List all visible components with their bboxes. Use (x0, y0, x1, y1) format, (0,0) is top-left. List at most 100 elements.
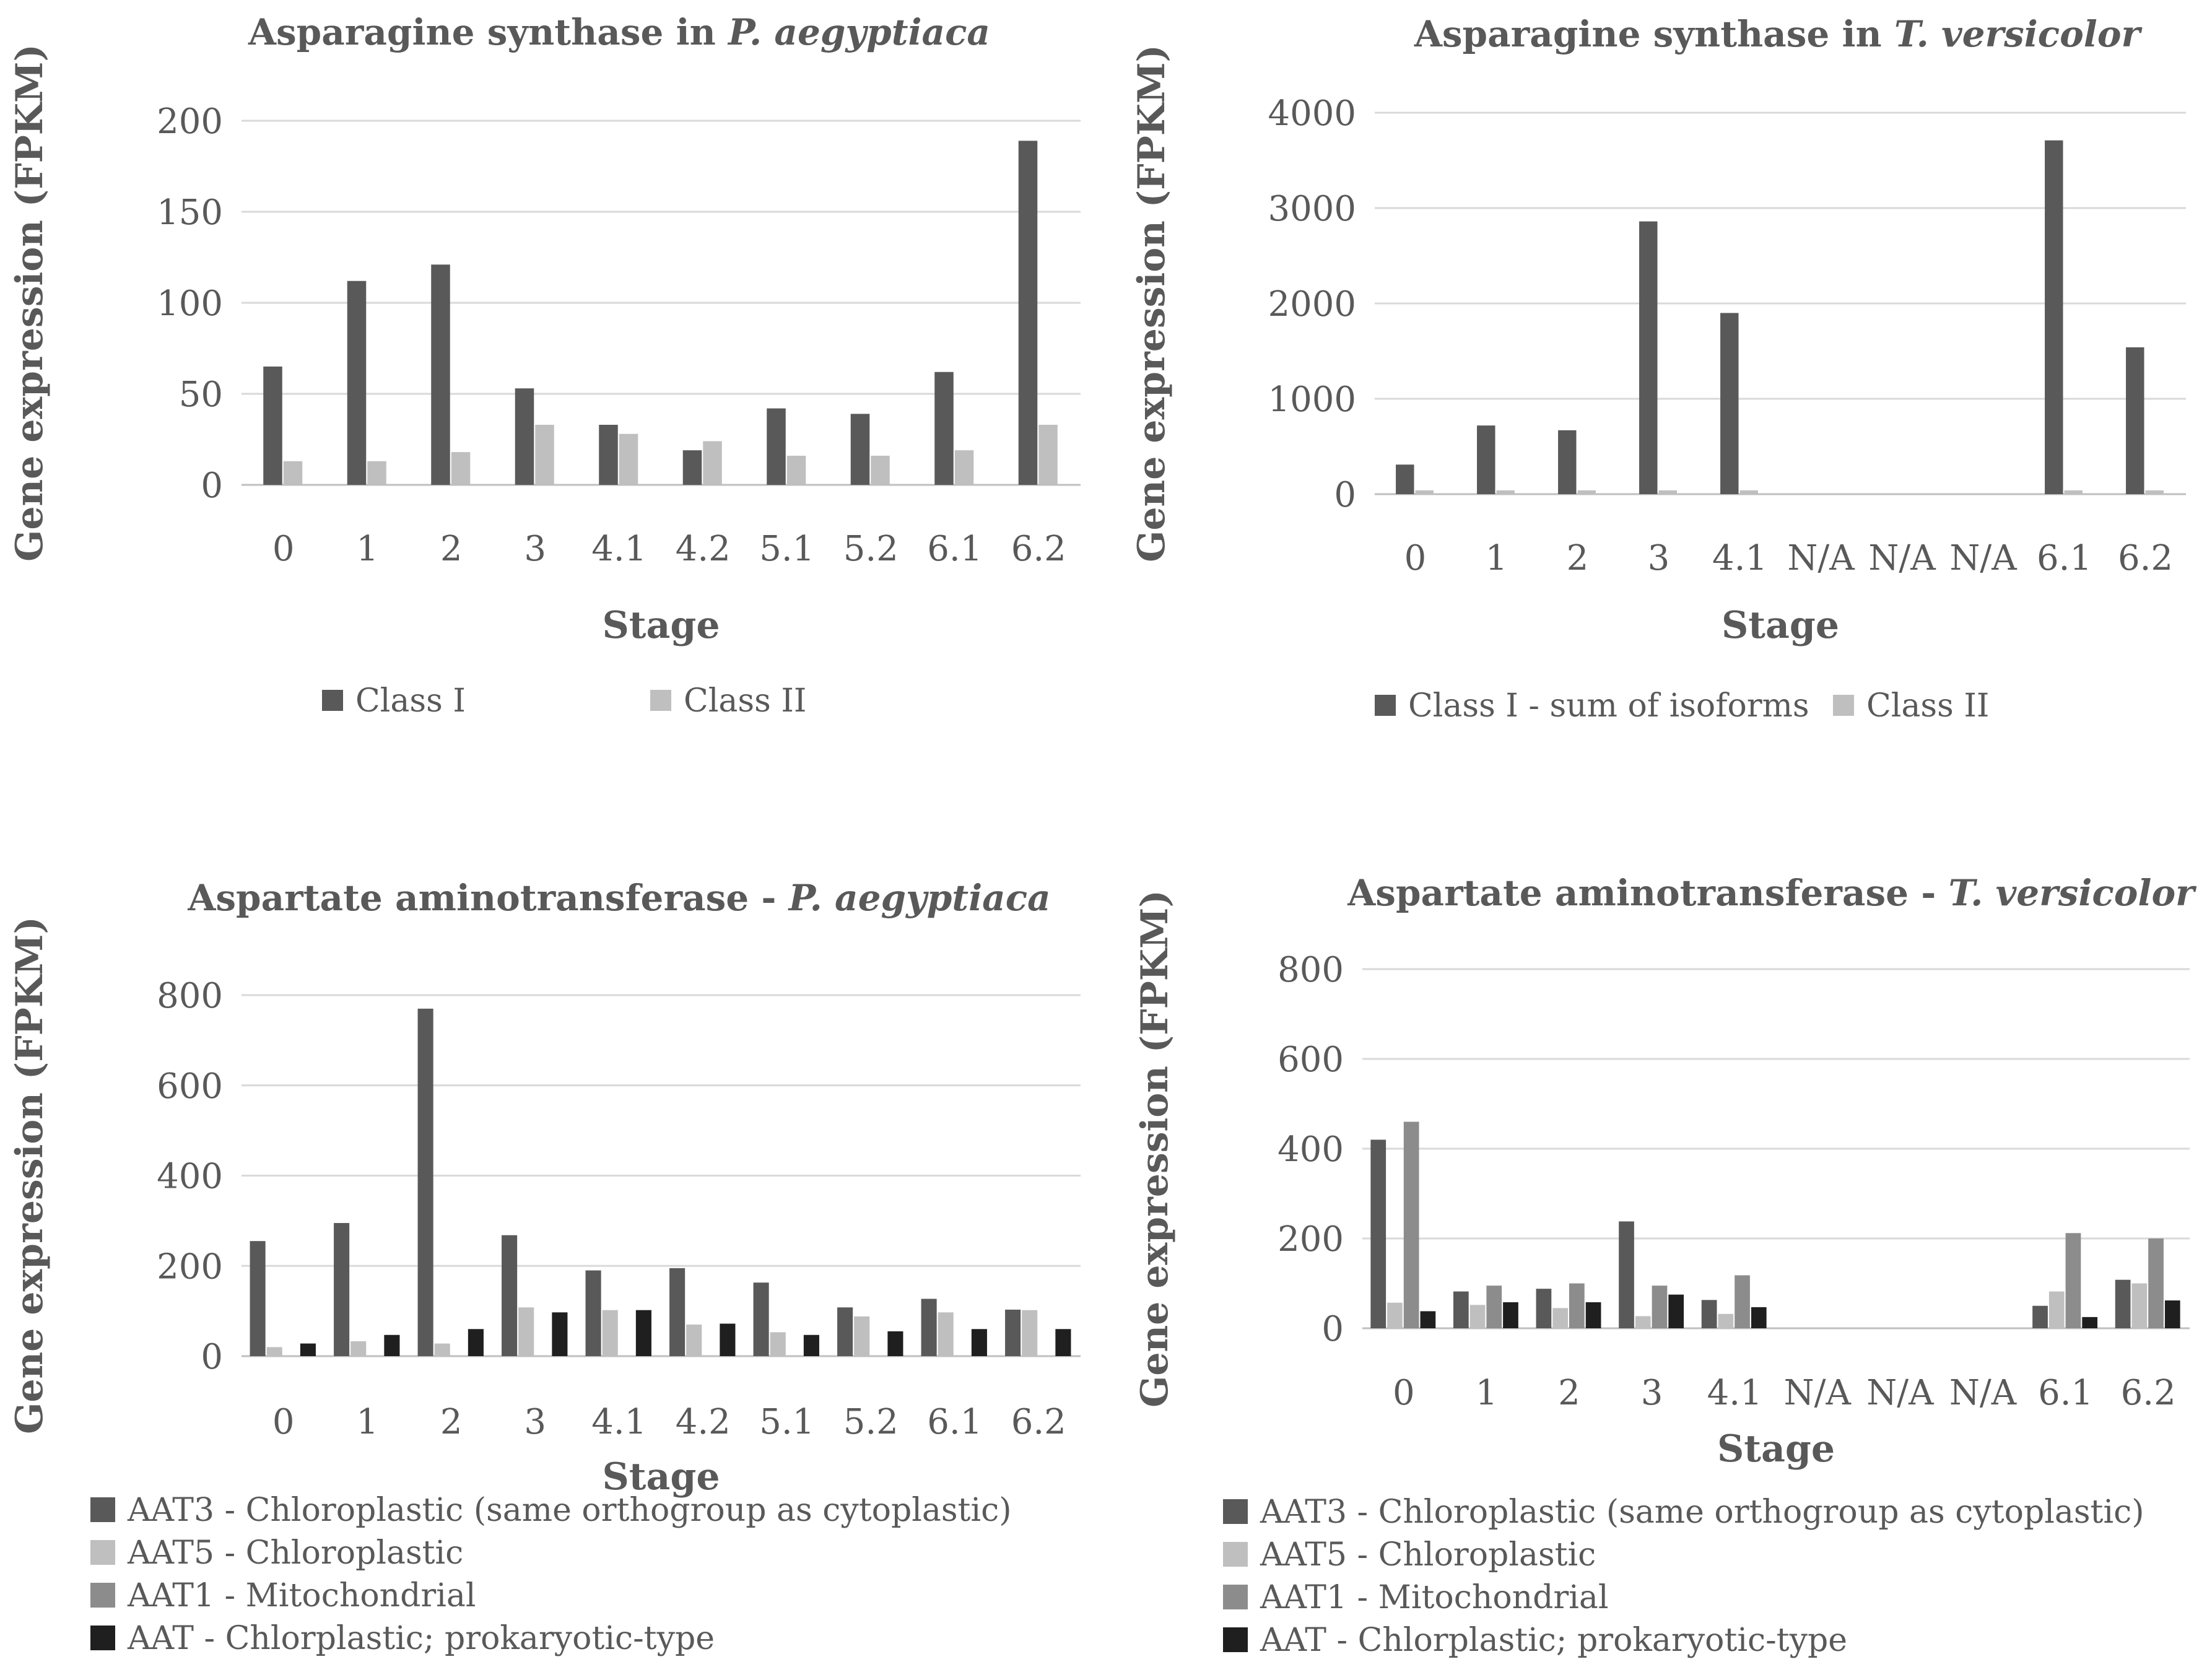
y-tick-label: 100 (157, 284, 223, 324)
x-tick-label: 5.1 (759, 529, 814, 569)
x-tick-label: 3 (524, 1402, 546, 1442)
legend-swatch (1223, 1499, 1248, 1524)
y-tick-label: 4000 (1268, 94, 1356, 134)
bar-aat-4-1 (635, 1310, 651, 1356)
bar-aat5-5-2 (854, 1316, 870, 1356)
bar-class-2 (431, 264, 450, 485)
y-tick-label: 1000 (1268, 380, 1356, 420)
x-tick-label: 4.1 (591, 1402, 646, 1442)
x-tick-label: 6.2 (1011, 1402, 1066, 1442)
x-axis-label: Stage (602, 1455, 720, 1499)
legend-swatch (1223, 1585, 1248, 1609)
bar-aat3-5-1 (753, 1282, 769, 1356)
bar-aat5-6-1 (2048, 1291, 2065, 1328)
y-tick-label: 3000 (1268, 189, 1356, 229)
x-tick-label: 2 (440, 529, 463, 569)
y-tick-label: 0 (1334, 475, 1356, 515)
y-axis-label: Gene expression (FPKM) (8, 44, 51, 562)
bar-class-6-2 (2145, 490, 2164, 494)
bar-aat1-6-2 (2148, 1238, 2164, 1328)
bar-aat1-6-1 (2065, 1233, 2081, 1328)
bar-aat3-2 (417, 1008, 433, 1356)
x-tick-label: 0 (272, 529, 295, 569)
bar-aat5-3 (518, 1307, 534, 1356)
chart-title-text: Asparagine synthase in (248, 11, 728, 53)
bar-aat-5-2 (887, 1331, 903, 1356)
bar-aat5-1 (350, 1341, 367, 1356)
bar-aat1-4-1 (1735, 1275, 1750, 1328)
bar-aat5-3 (1635, 1316, 1651, 1328)
bar-aat5-6-1 (938, 1312, 954, 1356)
bar-class-1 (347, 281, 367, 485)
bar-aat-4-2 (720, 1323, 736, 1356)
x-tick-label: 1 (1476, 1373, 1498, 1413)
x-axis-label: Stage (1722, 604, 1839, 647)
bar-aat5-2 (1552, 1308, 1568, 1328)
bar-class-3 (1639, 221, 1658, 494)
legend-label: AAT - Chlorplastic; prokaryotic-type (1260, 1622, 1847, 1659)
legend-label: AAT1 - Mitochondrial (1260, 1579, 1609, 1616)
x-tick-label: N/A (1866, 1373, 1934, 1413)
bar-aat-1 (1503, 1302, 1518, 1328)
bar-aat5-0 (266, 1347, 282, 1356)
legend-label: Class I - sum of isoforms (1408, 687, 1809, 725)
bar-class-5-1 (767, 408, 786, 485)
y-tick-label: 400 (1278, 1129, 1344, 1170)
bar-aat3-6-1 (921, 1299, 937, 1356)
x-tick-label: 2 (1558, 1373, 1580, 1413)
y-tick-label: 200 (157, 102, 223, 142)
bar-aat-6-2 (2164, 1300, 2180, 1328)
bar-aat-0 (300, 1343, 316, 1356)
bar-aat3-6-2 (2115, 1279, 2131, 1328)
bar-aat3-0 (250, 1241, 266, 1356)
bar-class-2 (451, 452, 471, 485)
bar-class-3 (535, 424, 554, 485)
legend-swatch (90, 1497, 115, 1522)
bar-aat3-6-1 (2032, 1305, 2048, 1328)
bar-aat5-1 (1469, 1305, 1486, 1328)
bar-aat5-6-2 (2131, 1283, 2148, 1328)
bar-class-4-1 (619, 433, 638, 485)
chart-title-species: T. versicolor (1949, 872, 2198, 914)
legend-swatch (322, 690, 343, 711)
x-tick-label: 0 (1393, 1373, 1415, 1413)
bar-class-6-1 (2064, 490, 2083, 494)
bar-class-0 (263, 366, 282, 485)
bar-class-4-1 (1739, 490, 1758, 494)
x-tick-label: 6.2 (2118, 538, 2173, 578)
bar-class-5-2 (871, 455, 890, 485)
y-tick-label: 150 (157, 193, 223, 233)
bar-aat3-6-2 (1005, 1309, 1021, 1356)
x-tick-label: 6.2 (1011, 529, 1066, 569)
y-axis-label: Gene expression (FPKM) (8, 916, 51, 1434)
y-tick-label: 400 (157, 1157, 223, 1197)
bar-class-6-2 (2126, 347, 2144, 494)
legend-label: AAT3 - Chloroplastic (same orthogroup as… (127, 1492, 1012, 1529)
legend-label: AAT - Chlorplastic; prokaryotic-type (127, 1620, 715, 1657)
bar-class-0 (283, 461, 303, 485)
y-tick-label: 2000 (1268, 284, 1356, 324)
legend-label: AAT1 - Mitochondrial (127, 1577, 476, 1614)
x-tick-label: 2 (440, 1402, 463, 1442)
bar-aat-3 (552, 1312, 568, 1356)
x-tick-label: 0 (272, 1402, 295, 1442)
legend-swatch (1223, 1627, 1248, 1652)
bar-class-6-2 (1038, 424, 1058, 485)
bar-aat5-4-1 (602, 1310, 618, 1356)
bar-aat-0 (1420, 1311, 1436, 1328)
x-tick-label: 6.1 (2037, 538, 2092, 578)
x-tick-label: 1 (356, 1402, 378, 1442)
legend-swatch (90, 1540, 115, 1565)
bar-aat-6-1 (2082, 1317, 2098, 1328)
x-tick-label: 4.2 (676, 1402, 731, 1442)
x-tick-label: 5.2 (843, 529, 899, 569)
y-axis-label: Gene expression (FPKM) (1133, 890, 1177, 1408)
bar-class-0 (1396, 464, 1414, 494)
legend-swatch (1833, 695, 1854, 716)
y-tick-label: 800 (1278, 950, 1344, 990)
bar-class-6-2 (1018, 141, 1038, 485)
chart-title: Asparagine synthase in T. versicolor (1414, 13, 2143, 55)
legend-label: AAT5 - Chloroplastic (1260, 1536, 1596, 1573)
x-tick-label: 5.2 (843, 1402, 899, 1442)
bar-class-1 (367, 461, 386, 485)
